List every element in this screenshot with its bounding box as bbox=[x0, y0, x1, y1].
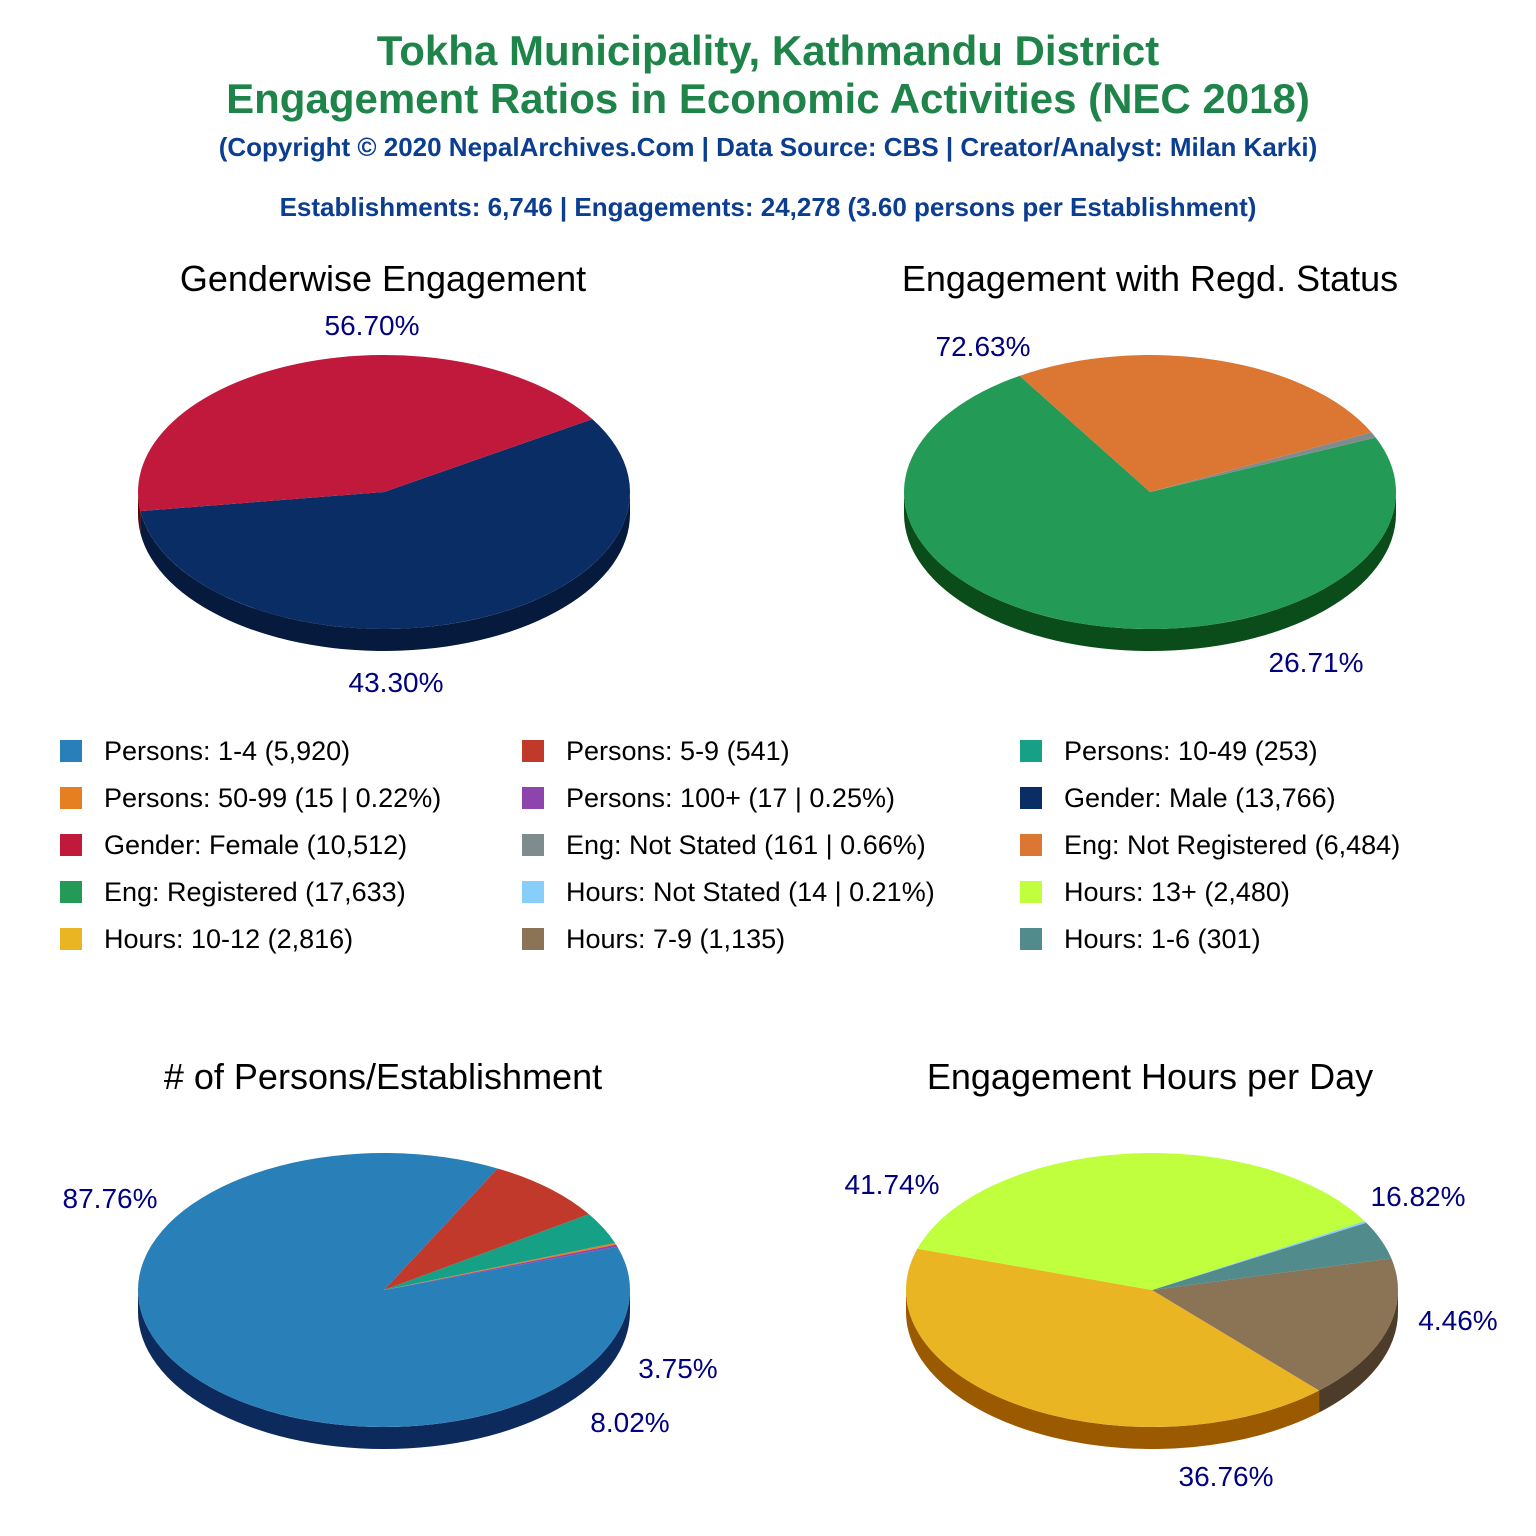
legend-label: Hours: 7-9 (1,135) bbox=[566, 923, 786, 954]
pie-slice bbox=[384, 1168, 589, 1290]
pie-side-wall bbox=[140, 492, 631, 651]
pie-3: 87.76% 3.75% 8.02% bbox=[63, 1153, 718, 1449]
pie-percent-label: 4.46% bbox=[1418, 1305, 1497, 1336]
legend-swatch bbox=[60, 928, 82, 950]
pie-sides bbox=[904, 492, 1396, 651]
legend-item: Hours: 13+ (2,480) bbox=[1020, 876, 1290, 908]
pie-slice bbox=[1150, 432, 1376, 492]
pie-slice bbox=[384, 1242, 617, 1290]
pie-side-wall bbox=[905, 1290, 1320, 1449]
legend-swatch bbox=[60, 740, 82, 762]
legend-swatch bbox=[522, 881, 544, 903]
legend-item: Eng: Not Stated (161 | 0.66%) bbox=[522, 829, 926, 861]
pie-slice bbox=[1152, 1221, 1367, 1290]
pie-slice bbox=[1152, 1258, 1398, 1391]
pie-slice bbox=[384, 1244, 618, 1290]
legend-label: Persons: 1-4 (5,920) bbox=[104, 735, 351, 766]
pie-side-wall bbox=[904, 492, 1396, 651]
legend-swatch bbox=[1020, 834, 1042, 856]
pie-percent-label: 87.76% bbox=[63, 1183, 158, 1214]
legend-item: Persons: 10-49 (253) bbox=[1020, 735, 1318, 767]
pie-percent-label: 56.70% bbox=[325, 310, 420, 341]
pie-slice bbox=[1152, 1222, 1392, 1290]
pie-slice bbox=[138, 355, 593, 512]
pie-sides bbox=[905, 1290, 1398, 1449]
legend-label: Persons: 5-9 (541) bbox=[566, 735, 790, 766]
legend-item: Hours: 1-6 (301) bbox=[1020, 923, 1261, 955]
chart-title-line1: Tokha Municipality, Kathmandu District bbox=[376, 27, 1160, 74]
legend-label: Eng: Not Registered (6,484) bbox=[1064, 829, 1401, 860]
pie-percent-label: 43.30% bbox=[349, 667, 444, 698]
legend-label: Persons: 100+ (17 | 0.25%) bbox=[566, 782, 895, 813]
pie-4: 41.74% 16.82% 4.46% 36.76% bbox=[845, 1153, 1498, 1492]
legend-item: Gender: Female (10,512) bbox=[60, 829, 407, 861]
legend-swatch bbox=[522, 740, 544, 762]
pie-percent-label: 36.76% bbox=[1179, 1461, 1274, 1492]
pie-sides bbox=[138, 492, 631, 651]
pie-slice bbox=[1019, 355, 1372, 492]
legend-label: Persons: 10-49 (253) bbox=[1064, 735, 1318, 766]
legend-swatch bbox=[1020, 928, 1042, 950]
pie-percent-label: 26.71% bbox=[1269, 647, 1364, 678]
legend-label: Hours: Not Stated (14 | 0.21%) bbox=[566, 876, 935, 907]
pie-title-registration: Engagement with Regd. Status bbox=[901, 258, 1399, 299]
legend-swatch bbox=[60, 787, 82, 809]
legend-label: Hours: 13+ (2,480) bbox=[1064, 876, 1290, 907]
legend-label: Eng: Not Stated (161 | 0.66%) bbox=[566, 829, 926, 860]
legend-swatch bbox=[1020, 787, 1042, 809]
legend-label: Persons: 50-99 (15 | 0.22%) bbox=[104, 782, 442, 813]
legend-item: Eng: Registered (17,633) bbox=[60, 876, 406, 908]
pie-slice bbox=[384, 1214, 615, 1290]
pie-side-wall bbox=[138, 492, 141, 534]
legend-label: Hours: 1-6 (301) bbox=[1064, 923, 1261, 954]
pie-title-gender: Genderwise Engagement bbox=[179, 258, 587, 299]
pie-percent-label: 8.02% bbox=[590, 1407, 669, 1438]
legend-swatch bbox=[522, 834, 544, 856]
legend-swatch bbox=[60, 881, 82, 903]
legend-label: Eng: Registered (17,633) bbox=[104, 876, 406, 907]
legend-item: Hours: Not Stated (14 | 0.21%) bbox=[522, 876, 935, 908]
chart-title-line2: Engagement Ratios in Economic Activities… bbox=[226, 75, 1310, 122]
pie-1: 56.70% 43.30% bbox=[138, 310, 631, 698]
legend-label: Gender: Male (13,766) bbox=[1064, 782, 1336, 813]
pie-slice bbox=[917, 1153, 1365, 1290]
legend-label: Gender: Female (10,512) bbox=[104, 829, 408, 860]
pie-2: 72.63% 26.71% bbox=[904, 331, 1396, 678]
pie-percent-label: 3.75% bbox=[638, 1353, 717, 1384]
legend-swatch bbox=[60, 834, 82, 856]
legend-swatch bbox=[522, 928, 544, 950]
summary-line: Establishments: 6,746 | Engagements: 24,… bbox=[279, 192, 1257, 222]
legend-swatch bbox=[1020, 881, 1042, 903]
copyright-line: (Copyright © 2020 NepalArchives.Com | Da… bbox=[218, 132, 1318, 162]
legend-swatch bbox=[522, 787, 544, 809]
legend-item: Hours: 7-9 (1,135) bbox=[522, 923, 785, 955]
pie-slice bbox=[140, 419, 631, 630]
pie-title-hours: Engagement Hours per Day bbox=[926, 1056, 1374, 1097]
legend-item: Hours: 10-12 (2,816) bbox=[60, 923, 353, 955]
pie-side-wall bbox=[138, 1290, 630, 1449]
pie-percent-label: 16.82% bbox=[1371, 1181, 1466, 1212]
pie-percent-label: 41.74% bbox=[845, 1169, 940, 1200]
pie-slice bbox=[904, 375, 1396, 630]
legend-item: Persons: 100+ (17 | 0.25%) bbox=[522, 782, 895, 814]
legend-swatch bbox=[1020, 740, 1042, 762]
legend-item: Gender: Male (13,766) bbox=[1020, 782, 1336, 814]
pie-slice bbox=[906, 1248, 1320, 1427]
pie-slice bbox=[137, 1153, 630, 1427]
pie-sides bbox=[138, 1290, 630, 1449]
legend-item: Persons: 5-9 (541) bbox=[522, 735, 790, 767]
pie-title-persons: # of Persons/Establishment bbox=[163, 1056, 603, 1097]
legend-item: Eng: Not Registered (6,484) bbox=[1020, 829, 1400, 861]
legend-item: Persons: 1-4 (5,920) bbox=[60, 735, 350, 767]
pie-percent-label: 72.63% bbox=[936, 331, 1031, 362]
legend-item: Persons: 50-99 (15 | 0.22%) bbox=[60, 782, 441, 814]
legend-label: Hours: 10-12 (2,816) bbox=[104, 923, 354, 954]
pie-side-wall bbox=[1319, 1290, 1398, 1413]
